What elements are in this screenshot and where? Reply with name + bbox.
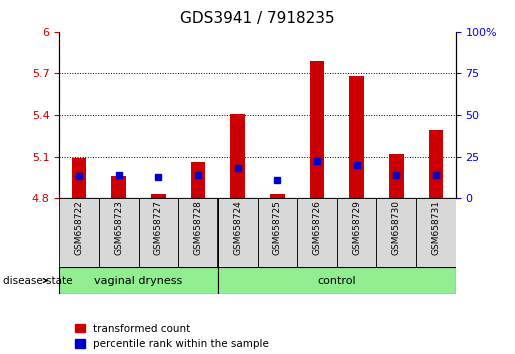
FancyBboxPatch shape: [139, 198, 178, 267]
Bar: [349, 76, 364, 198]
Text: GSM658731: GSM658731: [432, 200, 440, 255]
FancyBboxPatch shape: [59, 198, 99, 267]
FancyBboxPatch shape: [258, 198, 297, 267]
Legend: transformed count, percentile rank within the sample: transformed count, percentile rank withi…: [75, 324, 269, 349]
FancyBboxPatch shape: [416, 198, 456, 267]
FancyBboxPatch shape: [99, 198, 139, 267]
Bar: [389, 154, 404, 198]
FancyBboxPatch shape: [218, 267, 456, 294]
Bar: [230, 114, 245, 198]
Text: GDS3941 / 7918235: GDS3941 / 7918235: [180, 11, 335, 25]
Text: GSM658730: GSM658730: [392, 200, 401, 255]
Bar: [111, 176, 126, 198]
FancyBboxPatch shape: [218, 198, 258, 267]
Text: GSM658724: GSM658724: [233, 200, 242, 255]
Text: GSM658726: GSM658726: [313, 200, 321, 255]
Bar: [72, 158, 87, 198]
Bar: [428, 130, 443, 198]
Text: GSM658723: GSM658723: [114, 200, 123, 255]
Text: control: control: [317, 275, 356, 286]
Text: GSM658722: GSM658722: [75, 200, 83, 255]
FancyBboxPatch shape: [376, 198, 416, 267]
Bar: [310, 61, 324, 198]
Text: GSM658729: GSM658729: [352, 200, 361, 255]
Bar: [191, 162, 205, 198]
Bar: [151, 194, 166, 198]
FancyBboxPatch shape: [297, 198, 337, 267]
Text: disease state: disease state: [3, 275, 72, 286]
Text: GSM658727: GSM658727: [154, 200, 163, 255]
FancyBboxPatch shape: [59, 267, 218, 294]
Text: GSM658725: GSM658725: [273, 200, 282, 255]
Text: vaginal dryness: vaginal dryness: [94, 275, 183, 286]
Text: GSM658728: GSM658728: [194, 200, 202, 255]
FancyBboxPatch shape: [178, 198, 218, 267]
Bar: [270, 194, 285, 198]
FancyBboxPatch shape: [337, 198, 376, 267]
